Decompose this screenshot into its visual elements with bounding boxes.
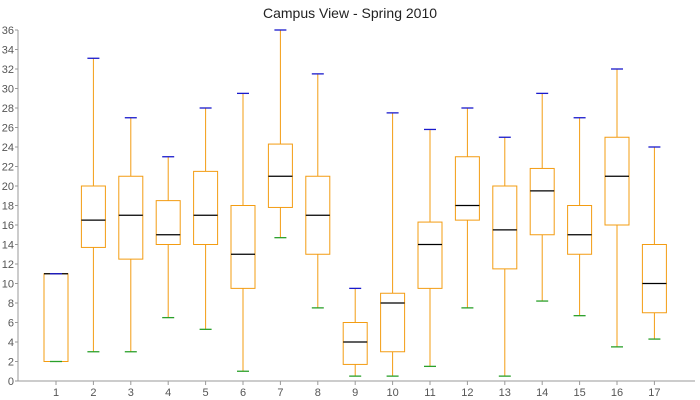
y-tick-label: 36: [2, 25, 14, 37]
x-tick-label: 4: [165, 387, 171, 399]
box-2: [80, 57, 106, 353]
x-tick-label: 12: [461, 387, 473, 399]
box-1: [43, 273, 69, 363]
iqr-box: [193, 170, 219, 245]
y-tick-label: 30: [2, 84, 14, 96]
x-tick-label: 15: [573, 387, 585, 399]
box-6: [230, 92, 256, 372]
box-12: [454, 107, 480, 309]
iqr-box: [43, 273, 69, 362]
box-9: [342, 287, 368, 377]
y-tick-label: 16: [2, 220, 14, 232]
y-tick-label: 34: [2, 45, 14, 57]
y-tick-label: 8: [8, 298, 14, 310]
box-7: [267, 29, 293, 239]
box-11: [417, 128, 443, 368]
y-tick-label: 2: [8, 357, 14, 369]
iqr-box: [342, 322, 368, 365]
chart-title: Campus View - Spring 2010: [263, 5, 437, 21]
iqr-box: [454, 156, 480, 221]
x-tick-label: 8: [315, 387, 321, 399]
x-tick-label: 7: [277, 387, 283, 399]
x-tick-label: 10: [386, 387, 398, 399]
y-tick-label: 0: [8, 376, 14, 388]
x-tick-label: 16: [611, 387, 623, 399]
y-tick-label: 18: [2, 201, 14, 213]
iqr-box: [155, 200, 181, 245]
x-tick-label: 17: [648, 387, 660, 399]
iqr-box: [529, 167, 555, 236]
y-tick-label: 4: [8, 337, 14, 349]
x-tick-label: 13: [499, 387, 511, 399]
x-tick-label: 1: [53, 387, 59, 399]
box-17: [641, 146, 667, 340]
iqr-box: [641, 244, 667, 314]
box-15: [567, 117, 593, 317]
iqr-box: [118, 175, 144, 260]
y-tick-label: 28: [2, 103, 14, 115]
box-14: [529, 92, 555, 302]
iqr-box: [604, 136, 630, 226]
y-tick-label: 10: [2, 279, 14, 291]
box-16: [604, 68, 630, 348]
y-tick-label: 12: [2, 259, 14, 271]
iqr-box: [567, 205, 593, 255]
box-10: [380, 112, 406, 377]
box-4: [155, 156, 181, 319]
x-tick-label: 14: [536, 387, 548, 399]
x-tick-label: 2: [90, 387, 96, 399]
y-tick-label: 20: [2, 181, 14, 193]
boxes: [43, 29, 667, 377]
x-tick-label: 3: [128, 387, 134, 399]
iqr-box: [417, 221, 443, 289]
x-tick-label: 11: [424, 387, 435, 399]
box-13: [492, 136, 518, 377]
y-tick-label: 32: [2, 64, 14, 76]
box-5: [193, 107, 219, 330]
x-tick-label: 5: [203, 387, 209, 399]
iqr-box: [230, 205, 256, 289]
iqr-box: [380, 292, 406, 353]
iqr-box: [80, 185, 106, 248]
box-3: [118, 117, 144, 353]
y-tick-label: 26: [2, 123, 14, 135]
x-tick-label: 9: [352, 387, 358, 399]
y-tick-label: 14: [2, 240, 14, 252]
x-tick-label: 6: [240, 387, 246, 399]
iqr-box: [492, 185, 518, 270]
box-8: [305, 73, 331, 309]
y-tick-label: 24: [2, 142, 14, 154]
y-tick-label: 6: [8, 318, 14, 330]
y-tick-label: 22: [2, 162, 14, 174]
